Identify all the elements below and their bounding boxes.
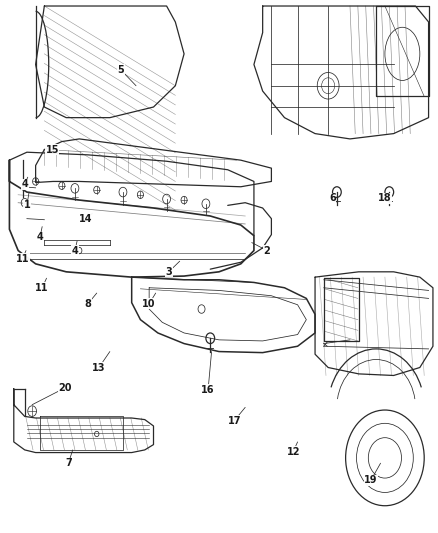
Text: 3: 3: [166, 267, 172, 277]
Text: 12: 12: [286, 447, 300, 456]
Text: 6: 6: [329, 193, 336, 204]
Text: 4: 4: [37, 232, 43, 243]
Text: 18: 18: [378, 193, 392, 204]
Text: 4: 4: [71, 246, 78, 255]
Text: 5: 5: [117, 65, 124, 75]
Text: 2: 2: [264, 246, 270, 255]
Text: 13: 13: [92, 362, 106, 373]
Text: 17: 17: [227, 416, 241, 426]
Text: 7: 7: [65, 458, 72, 468]
Text: 14: 14: [79, 214, 92, 224]
Text: 4: 4: [21, 179, 28, 189]
Text: 10: 10: [142, 298, 156, 309]
Text: 11: 11: [16, 254, 29, 263]
Text: 16: 16: [201, 385, 215, 395]
Text: 11: 11: [35, 283, 49, 293]
Text: 20: 20: [59, 383, 72, 393]
Text: 15: 15: [46, 144, 59, 155]
Text: 1: 1: [24, 200, 30, 211]
Text: 19: 19: [364, 475, 378, 485]
Text: 8: 8: [85, 298, 92, 309]
